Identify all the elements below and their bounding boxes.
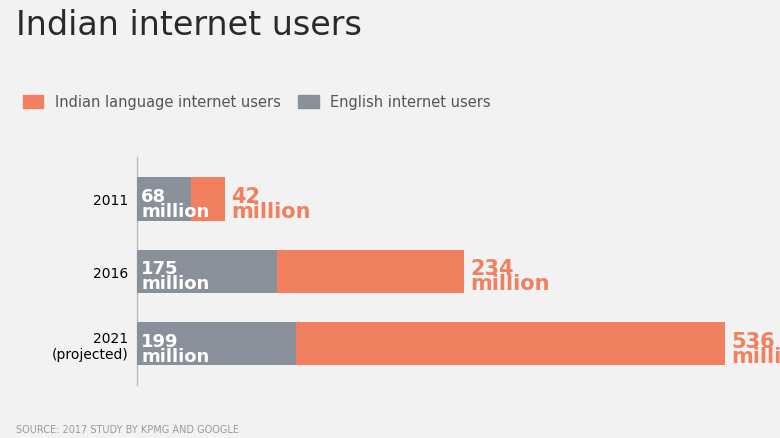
- Bar: [277, 250, 464, 293]
- Text: 175: 175: [141, 260, 179, 278]
- Text: 234: 234: [470, 259, 514, 279]
- Bar: [136, 250, 277, 293]
- Text: Indian internet users: Indian internet users: [16, 9, 361, 42]
- Legend: Indian language internet users, English internet users: Indian language internet users, English …: [23, 95, 491, 110]
- Text: 536: 536: [732, 331, 775, 351]
- Text: million: million: [141, 347, 210, 365]
- Bar: [191, 178, 225, 221]
- Text: 199: 199: [141, 332, 179, 350]
- Text: SOURCE: 2017 STUDY BY KPMG AND GOOGLE: SOURCE: 2017 STUDY BY KPMG AND GOOGLE: [16, 424, 239, 434]
- Text: million: million: [732, 346, 780, 366]
- Bar: [296, 322, 725, 365]
- Bar: [136, 322, 296, 365]
- Text: million: million: [141, 275, 210, 293]
- Text: million: million: [231, 202, 310, 222]
- Bar: [136, 178, 191, 221]
- Text: million: million: [141, 203, 210, 221]
- Text: million: million: [470, 274, 550, 294]
- Text: 42: 42: [231, 187, 260, 207]
- Text: 68: 68: [141, 187, 166, 205]
